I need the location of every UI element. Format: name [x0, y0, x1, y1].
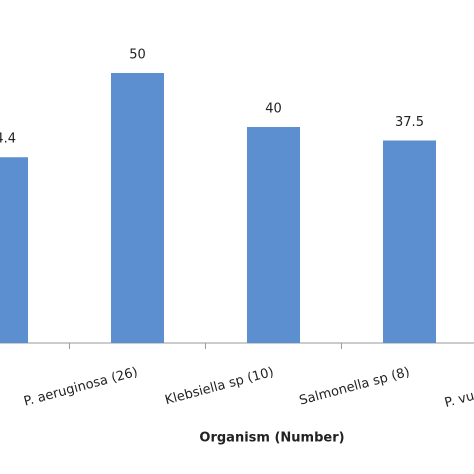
- bar: [0, 157, 28, 343]
- data-label: 34.4: [0, 132, 16, 147]
- x-axis-title: Organism (Number): [199, 431, 344, 446]
- x-tick-label: Salmonella sp (8): [298, 365, 412, 409]
- bar: [247, 127, 300, 343]
- bar: [111, 73, 164, 343]
- data-label: 40: [265, 102, 282, 117]
- data-label: 37.5: [395, 115, 424, 130]
- x-tick-label: P. aeruginosa (26): [22, 365, 139, 410]
- bar: [383, 140, 436, 343]
- x-tick-label: P. vu: [443, 389, 474, 411]
- x-tick-label: Klebsiella sp (10): [163, 365, 275, 408]
- data-label: 50: [129, 48, 146, 63]
